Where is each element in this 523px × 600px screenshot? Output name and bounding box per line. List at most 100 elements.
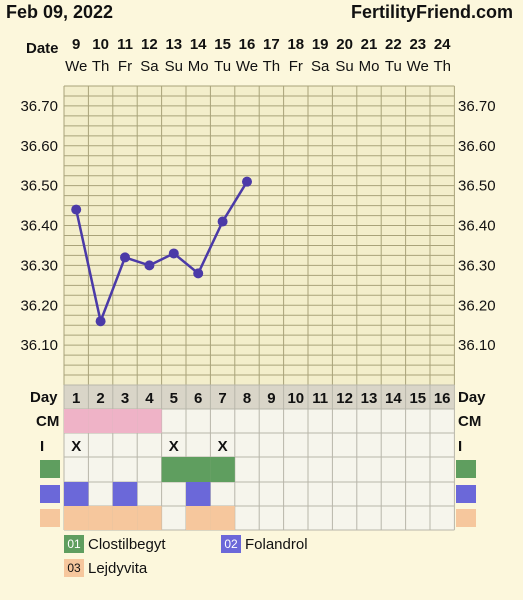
weekday-tick-label: We [236,58,258,75]
weekday-tick-label: Tu [385,58,402,75]
weekday-tick-label: Su [335,58,353,75]
cm-row-label-right: CM [458,413,481,430]
temperature-point [144,260,155,271]
med03-cell [88,506,113,530]
y-tick-label-left: 36.70 [20,98,58,115]
day-tick-label: 4 [145,390,154,407]
temperature-point [217,216,228,227]
med03-cell [186,506,211,530]
date-tick-label: 23 [409,36,426,53]
weekday-tick-label: Sa [140,58,159,75]
date-tick-label: 14 [190,36,207,53]
weekday-tick-label: We [65,58,87,75]
temperature-point [71,204,82,215]
date-tick-label: 9 [72,36,80,53]
med-label-badge-right [456,485,476,503]
day-tick-label: 3 [121,390,129,407]
weekday-tick-label: Fr [118,58,132,75]
y-tick-label-right: 36.30 [458,257,496,274]
date-tick-label: 17 [263,36,280,53]
med-label-badge-left [40,509,60,527]
day-tick-label: 11 [312,390,328,407]
weekday-tick-label: Th [433,58,451,75]
med03-cell [64,506,89,530]
weekday-tick-label: Tu [214,58,231,75]
y-tick-label-right: 36.60 [458,138,496,155]
weekday-tick-label: Fr [289,58,303,75]
weekday-tick-label: Th [263,58,281,75]
legend-item-med03: 03 Lejdyvita [64,559,147,577]
y-tick-label-left: 36.60 [20,138,58,155]
day-tick-label: 1 [72,390,80,407]
y-tick-label-right: 36.50 [458,178,496,195]
temperature-line [74,181,249,326]
date-tick-label: 16 [239,36,256,53]
intercourse-mark: X [218,438,228,455]
day-tick-label: 12 [336,390,353,407]
weekday-tick-label: Su [165,58,183,75]
legend-item-med02: 02 Folandrol [221,535,308,553]
med-label-badge-right [456,509,476,527]
med03-cell [210,506,235,530]
date-tick-label: 22 [385,36,402,53]
med01-cell [210,457,235,482]
date-tick-label: 18 [287,36,304,53]
weekday-tick-label: Th [92,58,110,75]
header-date: Feb 09, 2022 [6,2,114,22]
i-row-label-left: I [40,438,44,455]
date-tick-label: 11 [117,36,133,53]
y-tick-label-right: 36.10 [458,337,496,354]
date-tick-label: 12 [141,36,158,53]
med03-cell [112,506,138,530]
day-tick-label: 10 [287,390,304,407]
y-tick-label-left: 36.40 [20,218,58,235]
weekday-tick-label: Mo [188,58,209,75]
day-tick-label: 2 [96,390,104,407]
weekday-tick-label: We [407,58,429,75]
legend-badge-med02: 02 [221,535,241,553]
med02-cell [186,482,211,506]
i-row-label-right: I [458,438,462,455]
legend-label-med03: Lejdyvita [88,559,148,577]
med-label-badge-left [40,485,60,503]
header-site: FertilityFriend.com [350,2,513,22]
legend-badge-med03: 03 [64,559,84,577]
temperature-point [242,176,252,187]
date-tick-label: 13 [165,36,182,53]
intercourse-mark: X [71,438,81,455]
legend-badge-med01: 01 [64,535,84,553]
date-tick-label: 10 [92,36,109,53]
y-tick-label-left: 36.30 [20,257,58,274]
intercourse-mark: X [169,438,179,455]
day-tick-label: 7 [218,390,226,407]
y-tick-label-right: 36.40 [458,218,496,235]
med01-cell [186,457,211,482]
cm-cell [112,409,138,433]
day-tick-label: 13 [361,390,378,407]
y-tick-label-left: 36.50 [20,178,58,195]
med-label-badge-right [456,460,476,478]
y-tick-label-left: 36.10 [20,337,58,354]
cm-cell [137,409,162,433]
day-row-label-left: Day [30,389,58,406]
date-tick-label: 24 [434,36,451,53]
med02-cell [64,482,89,506]
y-tick-label-right: 36.20 [458,297,496,314]
weekday-tick-label: Mo [359,58,380,75]
cm-row-label-left: CM [36,413,59,430]
date-row-label: Date [26,40,59,57]
cm-cell [88,409,113,433]
day-tick-label: 16 [434,390,451,407]
date-tick-label: 20 [336,36,353,53]
weekday-tick-label: Sa [311,58,330,75]
y-tick-label-left: 36.20 [20,297,58,314]
med01-cell [161,457,186,482]
cm-cell [64,409,89,433]
temperature-point [120,252,130,263]
med02-cell [112,482,138,506]
med03-cell [137,506,162,530]
date-tick-label: 21 [361,36,378,53]
legend-label-med02: Folandrol [245,535,308,553]
date-tick-label: 19 [312,36,329,53]
